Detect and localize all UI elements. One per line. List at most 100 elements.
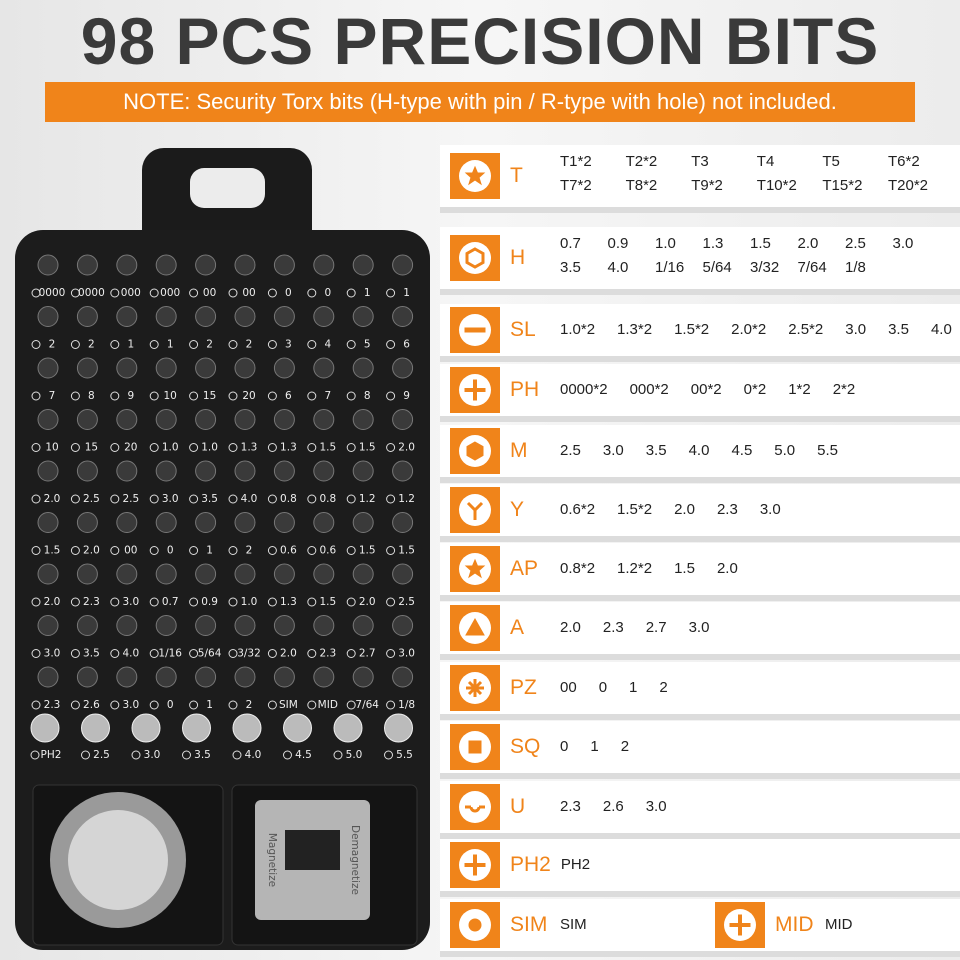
size-label: 3/32 — [750, 259, 780, 276]
bit — [234, 254, 256, 276]
bit-symbol — [189, 443, 199, 452]
bit-label: 3.0 — [398, 648, 415, 660]
bit-label: 00 — [203, 287, 216, 299]
type-code: MID — [775, 913, 814, 936]
bit-label: 1/16 — [158, 648, 182, 660]
bit-symbol — [307, 288, 317, 298]
table-row: SIM SIM MID MID — [440, 899, 960, 957]
bit-symbol — [149, 597, 159, 607]
bit-symbol — [189, 700, 199, 710]
bit-symbol — [149, 391, 159, 401]
size-label: MID — [825, 916, 853, 933]
bit-symbol — [149, 340, 159, 349]
bit-symbol — [31, 700, 41, 710]
bit-label: 5.5 — [396, 749, 413, 761]
bit — [352, 254, 374, 276]
type-icon — [450, 487, 500, 533]
bit — [195, 254, 217, 276]
bit-label: 1.2 — [398, 493, 415, 505]
type-icon — [450, 665, 500, 711]
bit-symbol — [149, 443, 159, 452]
large-bit — [30, 713, 60, 743]
bit-label: 6 — [403, 339, 410, 351]
bit-symbol — [307, 443, 317, 452]
bit-symbol — [307, 649, 317, 658]
bit-symbol — [70, 700, 80, 710]
bit — [392, 666, 414, 688]
bit-label: 2.5 — [93, 749, 110, 761]
bit — [116, 460, 138, 482]
bit — [155, 254, 177, 276]
bit-symbol — [267, 288, 277, 298]
bit-label: 2.0 — [280, 648, 297, 660]
bit-symbol — [70, 443, 80, 452]
bit-symbol — [267, 340, 277, 349]
bit-label: 2 — [246, 339, 253, 351]
bit — [37, 460, 59, 482]
bit-symbol — [228, 700, 238, 710]
large-bit — [131, 713, 161, 743]
size-label: 2.5 — [845, 235, 866, 252]
bit-label: 10 — [164, 390, 177, 402]
bit — [37, 563, 59, 585]
bit-symbol — [189, 494, 199, 504]
type-code: SL — [510, 318, 536, 341]
bit-symbol — [110, 700, 120, 710]
size-label: 1.3 — [702, 235, 724, 252]
icon-symbol — [724, 909, 756, 941]
bit-symbol — [386, 546, 396, 555]
bit-symbol — [31, 391, 41, 401]
size-label: 0 — [560, 738, 569, 755]
bit-label: 2.3 — [44, 699, 61, 711]
bit-symbol — [70, 494, 80, 504]
bit-symbol — [228, 340, 238, 349]
bit — [234, 666, 256, 688]
bit-case: Magnetize Demagnetize 0000 0000 000 000 00 00… — [15, 148, 430, 950]
bit-symbol — [70, 288, 80, 298]
bit-label: 2.5 — [398, 596, 415, 608]
size-label: T3 — [691, 153, 709, 170]
bit — [76, 563, 98, 585]
bit-label: 2.6 — [83, 699, 100, 711]
icon-symbol — [459, 791, 491, 823]
bit-label: 1.5 — [398, 545, 415, 557]
bit-symbol — [346, 340, 356, 349]
bit-symbol — [346, 546, 356, 555]
bit-symbol — [386, 340, 396, 349]
bit-symbol — [70, 391, 80, 401]
size-label: 2.5*2 — [788, 321, 824, 338]
bit-label: 5/64 — [198, 648, 222, 660]
bit — [392, 409, 414, 430]
bit — [352, 666, 374, 688]
bit — [273, 666, 295, 688]
bit-label: 2.7 — [359, 648, 376, 660]
bit — [392, 306, 414, 327]
size-label: 3.5 — [888, 321, 909, 338]
type-icon — [450, 235, 500, 281]
bit-label: 0.6 — [319, 545, 336, 557]
bit-label: 3.0 — [162, 493, 179, 505]
type-code: PZ — [510, 676, 537, 699]
bit-symbol — [189, 649, 199, 658]
size-label: 1/16 — [655, 259, 685, 276]
size-label: 1*2 — [788, 381, 811, 398]
bit-label: 2.3 — [83, 596, 100, 608]
bit — [155, 460, 177, 482]
bit-grid: 0000 0000 000 000 00 00 0 0 1 12 2 1 1 2 2 3 4 5 67 8 9 10 15 2… — [30, 254, 415, 761]
type-icon — [450, 784, 500, 830]
bit-label: 2.3 — [319, 648, 336, 660]
bit — [352, 460, 374, 482]
size-label: 1.2*2 — [617, 560, 653, 577]
table-row: PH2 PH2 — [440, 839, 960, 897]
bit — [352, 512, 374, 533]
bit — [234, 409, 256, 430]
bit-label: 2 — [88, 339, 95, 351]
bit — [313, 409, 335, 430]
bit — [195, 563, 217, 585]
size-label: 2.0 — [716, 560, 738, 577]
size-label: 0.8*2 — [560, 560, 596, 577]
bit-symbol — [110, 443, 120, 452]
bit-symbol — [228, 494, 238, 504]
bit-symbol — [386, 391, 396, 401]
bit-symbol — [31, 288, 41, 298]
